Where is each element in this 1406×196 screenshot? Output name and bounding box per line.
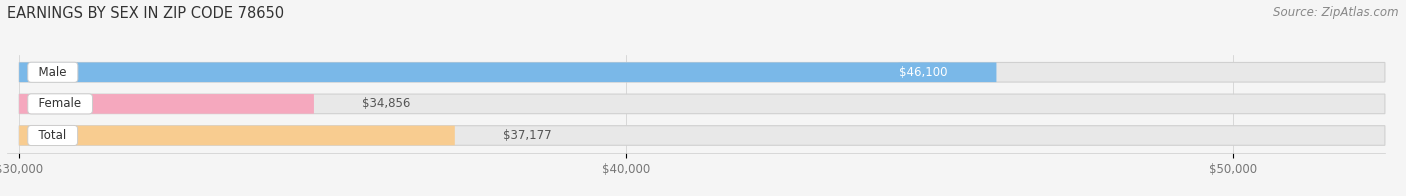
Text: Total: Total — [31, 129, 75, 142]
FancyBboxPatch shape — [20, 94, 1385, 114]
Text: Male: Male — [31, 66, 75, 79]
Text: $34,856: $34,856 — [363, 97, 411, 110]
FancyBboxPatch shape — [20, 63, 997, 82]
FancyBboxPatch shape — [20, 94, 314, 114]
Text: EARNINGS BY SEX IN ZIP CODE 78650: EARNINGS BY SEX IN ZIP CODE 78650 — [7, 6, 284, 21]
Text: Female: Female — [31, 97, 89, 110]
FancyBboxPatch shape — [20, 126, 1385, 145]
FancyBboxPatch shape — [20, 63, 1385, 82]
Text: $46,100: $46,100 — [900, 66, 948, 79]
Text: $37,177: $37,177 — [503, 129, 553, 142]
FancyBboxPatch shape — [20, 126, 454, 145]
Text: Source: ZipAtlas.com: Source: ZipAtlas.com — [1274, 6, 1399, 19]
